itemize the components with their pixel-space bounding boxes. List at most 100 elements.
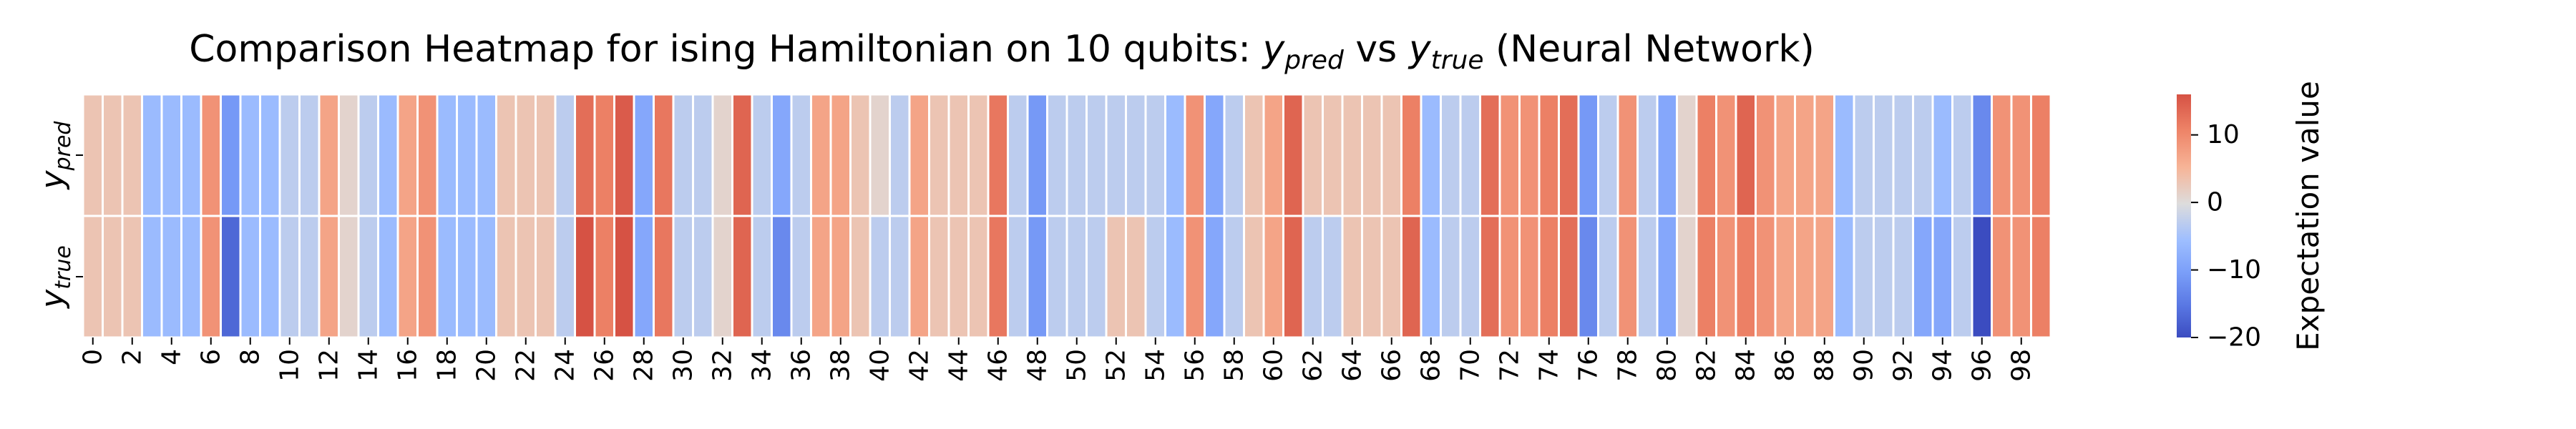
heatmap-cell [1243,93,1265,217]
heatmap-cell [1518,93,1541,217]
heatmap-cell [829,214,852,339]
heatmap-cell [987,93,1009,217]
x-tick-label: 38 [826,349,855,382]
x-tick-label: 24 [550,349,580,382]
heatmap-cell [2010,93,2032,217]
heatmap-cell [849,214,872,339]
x-tick-label: 54 [1141,349,1170,382]
heatmap-cell [947,214,970,339]
heatmap-cell [1597,214,1619,339]
x-tick-label: 70 [1455,349,1485,382]
heatmap-cell [1518,214,1541,339]
heatmap-cell [1105,93,1127,217]
heatmap-cell [1223,214,1245,339]
x-tick-label: 52 [1101,349,1131,382]
heatmap-cell [731,93,753,217]
heatmap-cell [1636,214,1659,339]
heatmap-cell [889,93,911,217]
heatmap-cell [829,93,852,217]
heatmap-cell [1164,214,1186,339]
x-tick-label: 86 [1770,349,1800,382]
heatmap-cell [1695,214,1717,339]
heatmap-cell [1440,93,1462,217]
heatmap-cell [653,214,675,339]
heatmap-cell [1577,214,1599,339]
heatmap-cell [672,93,694,217]
heatmap-cell [259,214,281,339]
heatmap-cell [1616,93,1639,217]
x-tick-label: 16 [393,349,422,382]
x-tick-label: 10 [275,349,304,382]
heatmap-cell [1597,93,1619,217]
heatmap-cell [1715,93,1737,217]
heatmap-cell [1498,214,1521,339]
heatmap-cell [711,93,733,217]
heatmap-cell [1380,214,1402,339]
heatmap-cell [475,93,497,217]
heatmap-cell [82,93,104,217]
heatmap-cell [495,214,517,339]
x-tick-label: 8 [235,349,265,365]
x-tick-label: 78 [1613,349,1642,382]
x-tick-label: 2 [117,349,147,365]
x-tick-label: 98 [2006,349,2036,382]
heatmap-cell [200,93,222,217]
heatmap-cell [987,214,1009,339]
heatmap-cell [514,93,537,217]
heatmap-cell [1204,214,1226,339]
x-tick-label: 48 [1023,349,1052,382]
heatmap-cell [259,93,281,217]
x-axis-ticks: 0 2 4 6 8 10 12 14 16 18 20 22 24 26 28 30 32 34 36 38 40 42 4… [78,337,2036,382]
colorbar-tick-label: 10 [2207,120,2240,149]
heatmap-cell [1204,93,1226,217]
heatmap-cell [436,214,458,339]
heatmap-cell [1243,214,1265,339]
colorbar-tick-label: −10 [2207,255,2261,285]
heatmap-cell [1774,93,1796,217]
heatmap-cell [1459,214,1481,339]
heatmap-cell [1833,214,1855,339]
heatmap-cell [1440,214,1462,339]
heatmap-cell [1420,93,1442,217]
heatmap-cell [1262,93,1284,217]
heatmap-cell [200,214,222,339]
row-label: ypred [34,121,76,191]
chart-title: Comparison Heatmap for ising Hamiltonian… [189,28,1815,75]
heatmap-cell [1125,93,1147,217]
heatmap-cell [535,214,557,339]
x-tick-label: 46 [983,349,1013,382]
x-tick-label: 4 [157,349,186,365]
heatmap-cell [278,93,301,217]
heatmap-cell [593,93,615,217]
heatmap-cell [1715,214,1737,339]
heatmap-cell [1991,214,2013,339]
x-tick-label: 36 [786,349,816,382]
heatmap-cell [1322,214,1344,339]
heatmap-cell [416,214,439,339]
heatmap-cell [298,214,321,339]
heatmap-cell [790,93,812,217]
heatmap-cell [102,93,124,217]
heatmap-cell [672,214,694,339]
heatmap-cell [1341,214,1363,339]
heatmap-cell [1105,214,1127,339]
x-tick-label: 18 [432,349,462,382]
heatmap-cell [1164,93,1186,217]
heatmap-cell [1676,93,1698,217]
heatmap-cell [633,214,655,339]
heatmap-cell [514,214,537,339]
heatmap-cell [1695,93,1717,217]
heatmap-cell [1735,214,1757,339]
heatmap-cell [377,93,399,217]
heatmap-cell [554,214,576,339]
heatmap-cell [535,93,557,217]
heatmap-cell [1951,93,1974,217]
heatmap-cell [810,93,832,217]
heatmap-cell [1794,214,1816,339]
x-tick-label: 14 [353,349,383,382]
heatmap-cell [731,214,753,339]
heatmap-cell [1813,93,1835,217]
heatmap-cell [1361,93,1383,217]
x-tick-label: 84 [1731,349,1760,382]
